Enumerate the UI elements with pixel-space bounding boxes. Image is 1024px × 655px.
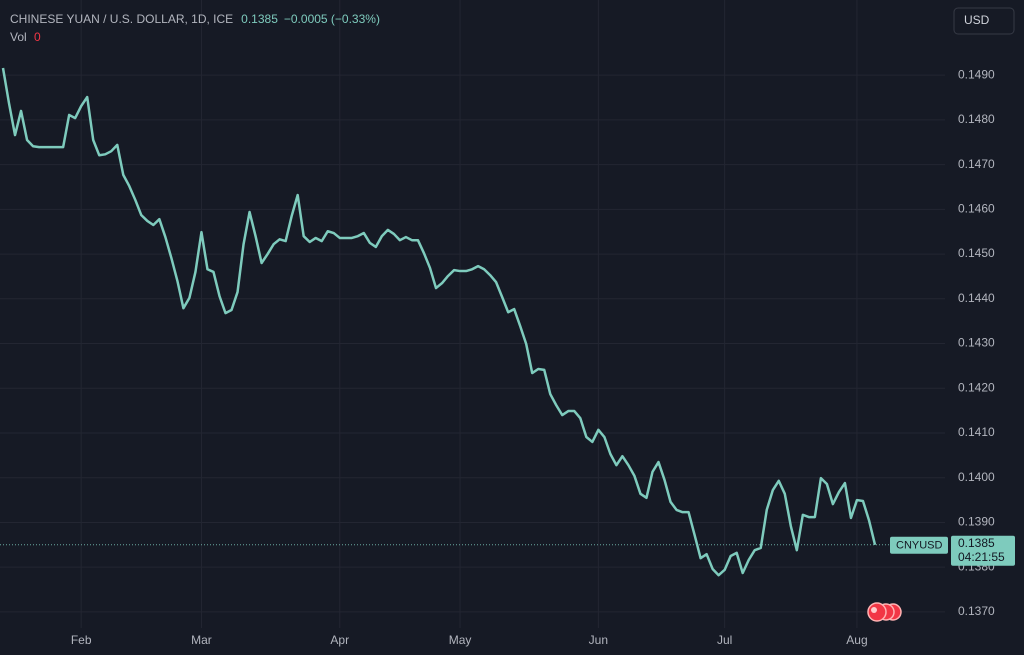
currency-label[interactable]: USD xyxy=(964,13,990,27)
price-tag-countdown: 04:21:55 xyxy=(958,550,1005,564)
y-tick-label: 0.1440 xyxy=(958,291,995,305)
plot xyxy=(0,67,945,577)
price-tag-value: 0.1385 xyxy=(958,536,995,550)
price-change: −0.0005 (−0.33%) xyxy=(284,12,380,26)
y-tick-label: 0.1370 xyxy=(958,604,995,618)
price-tag xyxy=(951,535,1015,566)
x-tick-label: Mar xyxy=(191,633,212,647)
grid xyxy=(0,0,945,628)
x-tick-label: Aug xyxy=(846,633,867,647)
currency-button[interactable]: USD xyxy=(953,7,1015,35)
x-tick-label: Feb xyxy=(71,633,92,647)
y-tick-label: 0.1490 xyxy=(958,67,995,81)
x-tick-label: Jun xyxy=(589,633,608,647)
y-tick-label: 0.1450 xyxy=(958,246,995,260)
y-tick-label: 0.1400 xyxy=(958,470,995,484)
volume-label: Vol xyxy=(10,30,27,44)
symbol-tag xyxy=(890,536,948,554)
y-tick-label: 0.1460 xyxy=(958,202,995,216)
x-tick-label: Jul xyxy=(717,633,732,647)
last-price: 0.1385 xyxy=(241,12,278,26)
alert-icon-dot xyxy=(871,607,877,613)
y-tick-label: 0.1420 xyxy=(958,380,995,394)
y-tick-label: 0.1410 xyxy=(958,425,995,439)
price-line xyxy=(1,67,877,577)
header: CHINESE YUAN / U.S. DOLLAR, 1D, ICE 0.13… xyxy=(10,12,380,44)
alert-icon[interactable] xyxy=(867,602,887,622)
alert-icons[interactable] xyxy=(867,602,902,622)
symbol-tag-label: CNYUSD xyxy=(896,540,943,552)
x-tick-label: May xyxy=(449,633,472,647)
y-tick-label: 0.1480 xyxy=(958,112,995,126)
x-tick-label: Apr xyxy=(330,633,349,647)
y-tick-label: 0.1470 xyxy=(958,157,995,171)
y-tick-label: 0.1430 xyxy=(958,336,995,350)
currency-button-frame[interactable] xyxy=(953,7,1015,35)
y-tick-label: 0.1390 xyxy=(958,515,995,529)
chart-title: CHINESE YUAN / U.S. DOLLAR, 1D, ICE xyxy=(10,12,233,26)
volume-value: 0 xyxy=(34,30,41,44)
